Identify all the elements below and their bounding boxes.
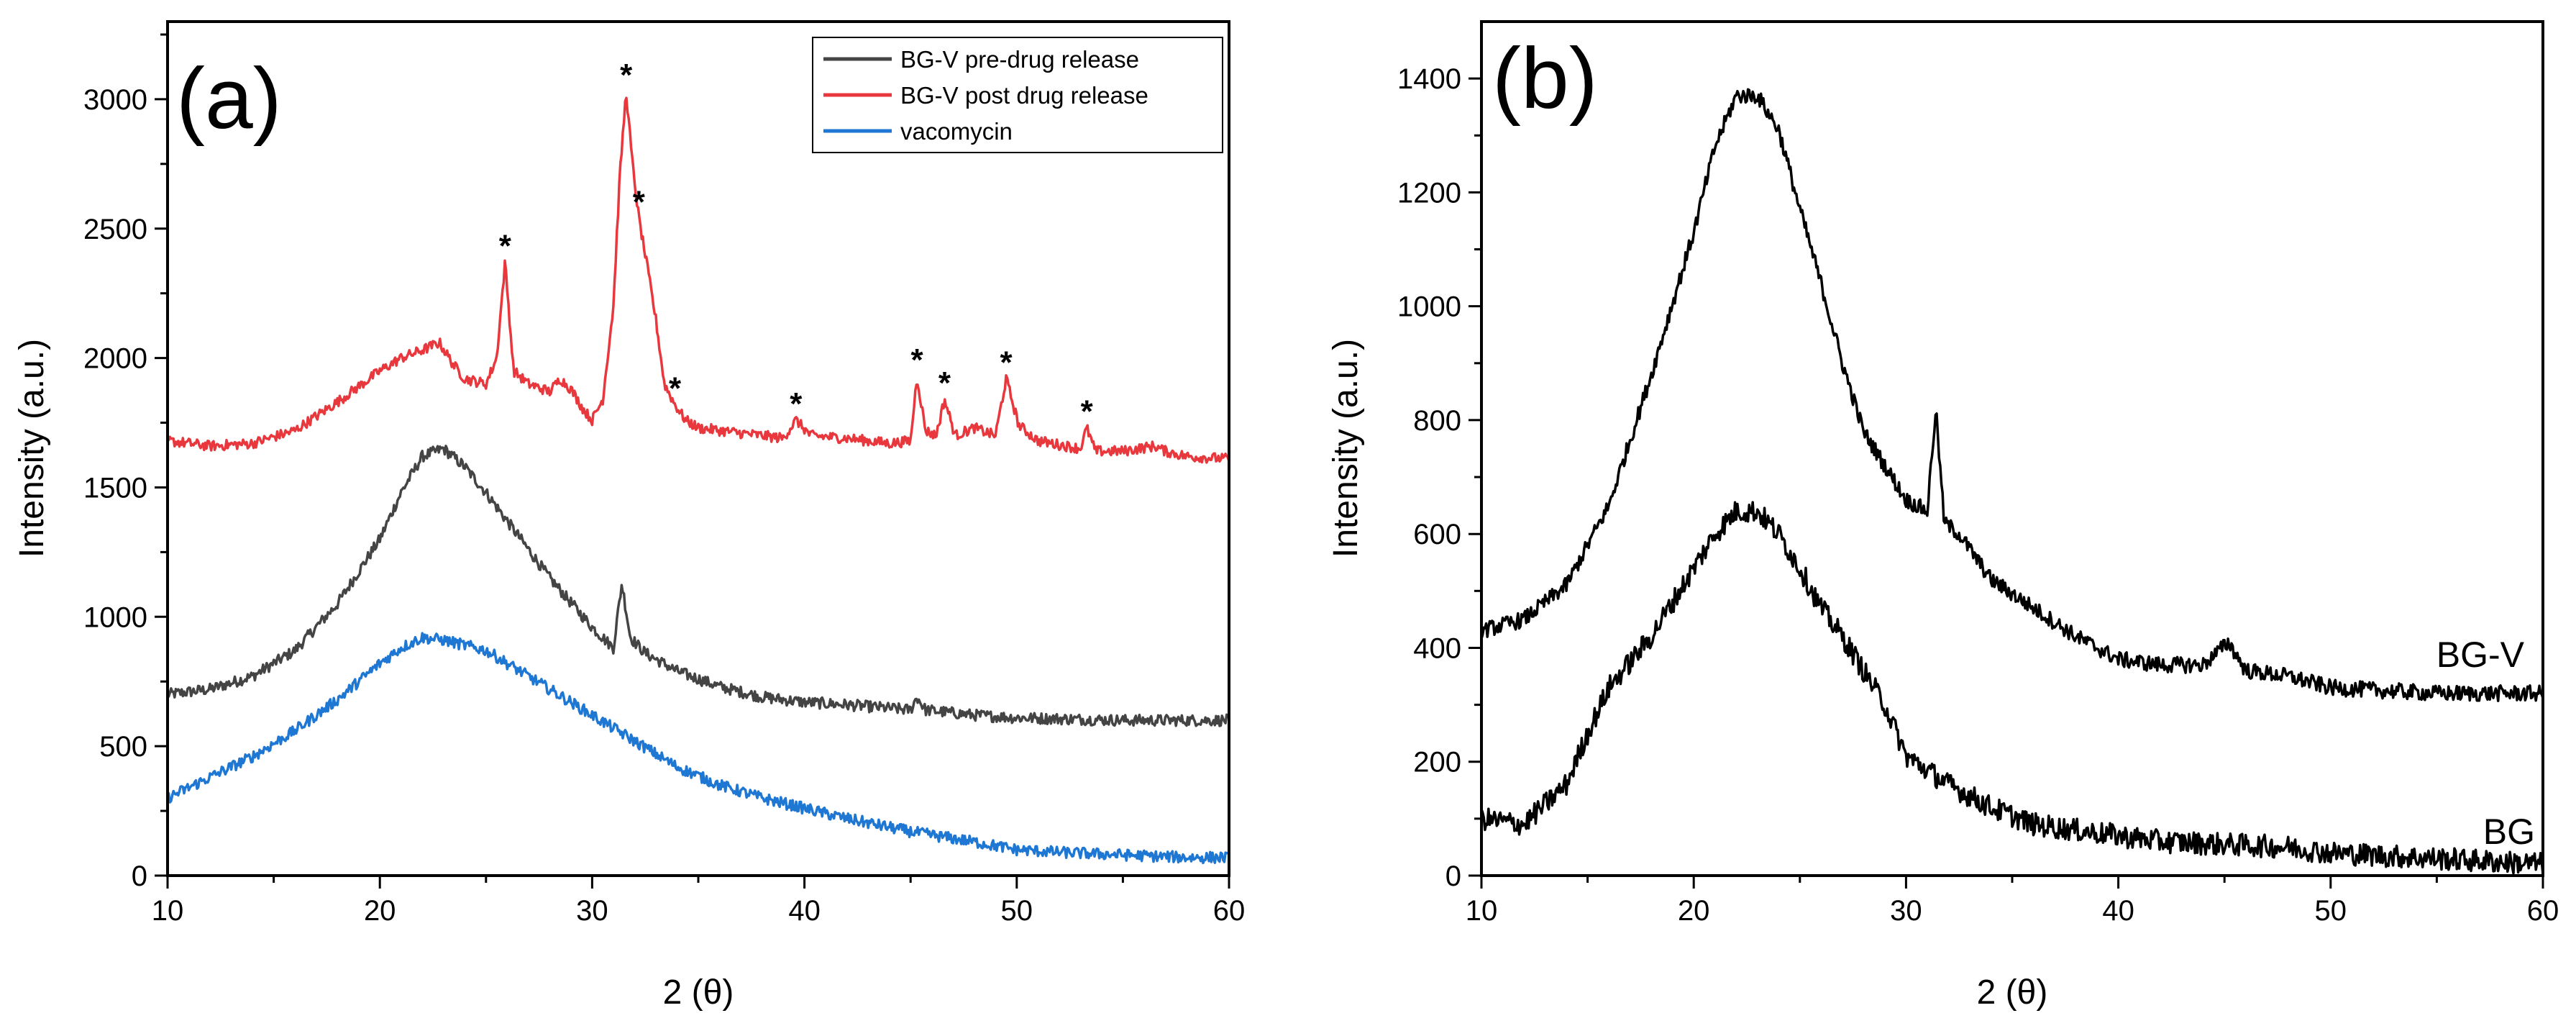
peak-marker: *	[669, 371, 682, 406]
y-tick-label: 3000	[83, 84, 147, 116]
series-line-bg-v-pre-drug-release	[166, 445, 1230, 727]
chart-a-y-ticks: 0 500 1000 1500 2000 2500 3000	[83, 33, 168, 892]
chart-a-series-group	[166, 96, 1230, 865]
x-tick-label: 20	[364, 895, 396, 927]
legend-label-vacomycin: vacomycin	[900, 118, 1013, 145]
peak-marker: *	[620, 58, 633, 93]
chart-a-x-axis-label: 2 (θ)	[663, 973, 734, 1012]
legend-label-pre-drug-release: BG-V pre-drug release	[900, 46, 1139, 73]
y-tick-label: 1200	[1397, 177, 1461, 209]
y-tick-label: 1000	[1397, 291, 1461, 323]
y-tick-label: 0	[132, 860, 147, 892]
y-tick-label: 500	[99, 731, 147, 763]
y-tick-label: 0	[1445, 860, 1461, 892]
peak-marker: *	[499, 229, 512, 264]
legend-label-post-drug-release: BG-V post drug release	[900, 82, 1148, 109]
y-tick-label: 1500	[83, 472, 147, 504]
x-tick-label: 50	[2315, 895, 2347, 927]
peak-marker: *	[790, 386, 803, 422]
chart-b-plot-frame	[1480, 20, 2544, 877]
x-tick-label: 20	[1678, 895, 1710, 927]
chart-a-y-axis-label: Intensity (a.u.)	[13, 339, 51, 558]
chart-panel-b: 10 20 30 40 50 60 0 200 400 600 800 1000 1200 1400 (…	[1327, 20, 2559, 1012]
chart-b-x-axis-label: 2 (θ)	[1977, 973, 2048, 1012]
x-tick-label: 30	[1890, 895, 1922, 927]
y-tick-label: 1400	[1397, 63, 1461, 95]
y-tick-label: 2000	[83, 343, 147, 375]
chart-a-legend: BG-V pre-drug release BG-V post drug rel…	[812, 37, 1223, 153]
chart-a-peak-markers: * * * * * * * * *	[499, 58, 1094, 430]
x-tick-label: 10	[1466, 895, 1498, 927]
x-tick-label: 10	[152, 895, 184, 927]
x-tick-label: 60	[1213, 895, 1246, 927]
series-line-bg-v-post-drug-release	[166, 96, 1230, 464]
x-tick-label: 60	[2527, 895, 2559, 927]
y-tick-label: 1000	[83, 601, 147, 633]
series-line-vacomycin	[167, 632, 1230, 865]
chart-b-y-axis-label: Intensity (a.u.)	[1327, 339, 1365, 558]
chart-b-x-ticks: 10 20 30 40 50 60	[1466, 876, 2559, 927]
x-tick-label: 30	[576, 895, 608, 927]
chart-b-y-ticks: 0 200 400 600 800 1000 1200 1400	[1397, 63, 1481, 892]
peak-marker: *	[1000, 345, 1013, 380]
chart-b-series-group	[1480, 88, 2544, 875]
peak-marker: *	[910, 342, 923, 378]
y-tick-label: 800	[1413, 405, 1461, 437]
series-line-bg	[1480, 501, 2544, 875]
chart-panel-a: * * * * * * * * * 10 20 30 40 50 60 0 500 1000 1500 2000 2…	[13, 20, 1246, 1012]
peak-marker: *	[633, 184, 646, 219]
x-tick-label: 50	[1001, 895, 1033, 927]
chart-b-series-label-bg-v: BG-V	[2436, 635, 2525, 675]
chart-a-panel-letter: (a)	[176, 50, 282, 147]
peak-marker: *	[1081, 394, 1094, 430]
chart-b-series-label-bg: BG	[2483, 812, 2535, 852]
y-tick-label: 400	[1413, 632, 1461, 664]
x-tick-label: 40	[788, 895, 821, 927]
y-tick-label: 2500	[83, 214, 147, 245]
series-line-bg-v	[1480, 88, 2544, 702]
chart-a-x-ticks: 10 20 30 40 50 60	[152, 876, 1246, 927]
y-tick-label: 200	[1413, 747, 1461, 778]
chart-b-panel-letter: (b)	[1492, 30, 1598, 127]
x-tick-label: 40	[2102, 895, 2134, 927]
y-tick-label: 600	[1413, 519, 1461, 550]
peak-marker: *	[938, 365, 951, 401]
